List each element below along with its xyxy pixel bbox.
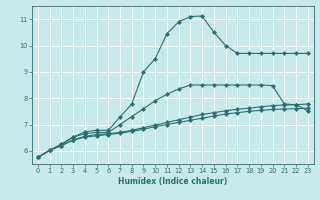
X-axis label: Humidex (Indice chaleur): Humidex (Indice chaleur) (118, 177, 228, 186)
